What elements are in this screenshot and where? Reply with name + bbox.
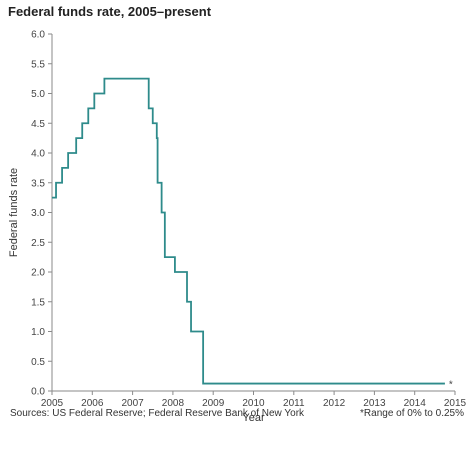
axes: [48, 33, 456, 395]
x-tick-label: 2015: [444, 398, 467, 409]
y-tick-label: 3.0: [31, 208, 45, 219]
end-marker: *: [449, 380, 453, 391]
y-tick-label: 1.5: [31, 297, 45, 308]
x-tick-label: 2012: [323, 398, 346, 409]
x-tick-label: 2007: [121, 398, 144, 409]
y-tick-label: 2.5: [31, 238, 45, 249]
x-tick-label: 2006: [81, 398, 104, 409]
y-tick-label: 2.0: [31, 268, 45, 279]
y-tick-label: 1.0: [31, 327, 45, 338]
x-tick-label: 2011: [283, 398, 305, 409]
sources-note: Sources: US Federal Reserve; Federal Res…: [10, 408, 305, 419]
chart-title: Federal funds rate, 2005–present: [8, 4, 212, 19]
x-tick-label: 2005: [41, 398, 64, 409]
y-tick-label: 4.0: [31, 149, 45, 160]
y-tick-label: 5.5: [31, 59, 45, 70]
y-tick-label: 0.5: [31, 357, 45, 368]
tick-labels: 0.0 0.5 1.0 1.5 2.0 2.5 3.0 3.5 4.0 4.5 5.0 5.5 6.0 2…: [31, 30, 466, 410]
y-axis-label: Federal funds rate: [8, 168, 20, 257]
y-tick-label: 0.0: [31, 387, 45, 398]
x-tick-label: 2013: [363, 398, 386, 409]
y-tick-label: 5.0: [31, 89, 45, 100]
plot-area: *: [52, 77, 453, 391]
x-tick-label: 2014: [404, 398, 427, 409]
range-footnote: *Range of 0% to 0.25%: [360, 408, 464, 419]
x-tick-label: 2009: [202, 398, 225, 409]
x-tick-label: 2008: [162, 398, 185, 409]
y-tick-label: 4.5: [31, 119, 45, 130]
rate-series-line: [52, 77, 445, 385]
x-axis-label: Year: [242, 412, 265, 424]
y-tick-label: 3.5: [31, 178, 45, 189]
y-tick-label: 6.0: [31, 30, 45, 41]
x-tick-label: 2010: [242, 398, 265, 409]
